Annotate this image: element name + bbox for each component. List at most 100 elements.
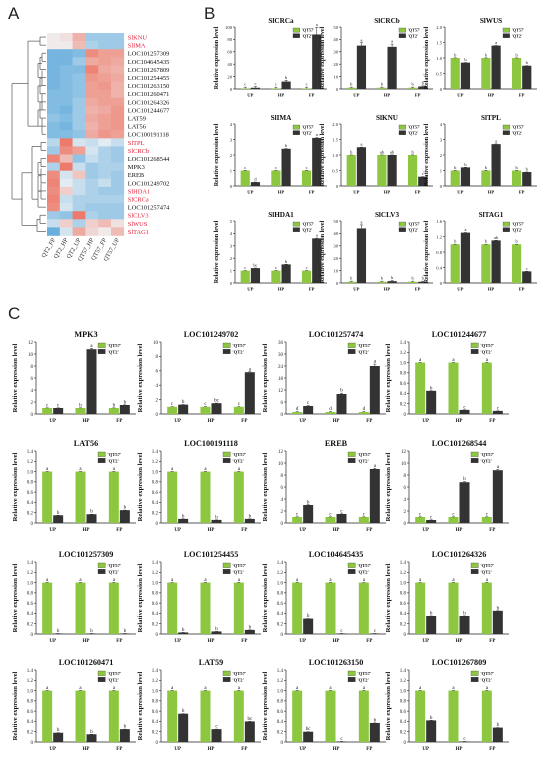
x-tick-label: UP: [49, 528, 56, 533]
y-axis-label: Relative expression level: [320, 26, 326, 89]
y-tick-label: 2: [281, 510, 284, 515]
heatmap-cell: [59, 219, 73, 228]
significance-letter: c: [215, 725, 218, 730]
legend-label: 'QT57': [107, 343, 121, 348]
bar-chart-C16: 0 0.2 0.4 0.6 0.8 1.0 1.2 1.4 Relative expressio…: [385, 658, 509, 752]
legend-swatch: [97, 569, 106, 574]
y-tick-label: 2: [440, 153, 443, 158]
heatmap-cell: [111, 89, 125, 99]
x-tick-label: HP: [83, 419, 90, 424]
y-tick-label: 4: [440, 122, 443, 127]
bar: [271, 170, 281, 186]
significance-letter: a: [296, 578, 299, 583]
bar-chart-C6: 0 0.2 0.4 0.6 0.8 1.0 1.2 1.4 Relative expressio…: [137, 439, 261, 533]
y-tick-label: 0: [281, 522, 284, 527]
y-tick-label: 0.2: [152, 731, 159, 736]
significance-letter: a: [204, 686, 207, 691]
y-tick-label: 1.2: [400, 679, 407, 684]
heatmap-cell: [111, 227, 125, 236]
y-tick-label: 20: [333, 62, 338, 67]
y-tick-label: 0.2: [400, 403, 407, 408]
bar: [301, 88, 312, 89]
significance-letter: b: [463, 477, 466, 482]
heatmap-cell: [59, 146, 73, 155]
legend-label: 'QT57': [232, 563, 246, 568]
significance-letter: b: [113, 403, 116, 408]
significance-letter: b: [350, 276, 353, 281]
y-axis-label: Relative expression level: [12, 452, 19, 521]
significance-letter: b: [422, 276, 425, 281]
y-tick-label: 0.2: [152, 512, 159, 517]
y-tick-label: 0.6: [27, 602, 34, 607]
x-tick-label: HP: [384, 93, 391, 98]
significance-letter: b: [430, 611, 433, 616]
legend-swatch: [97, 677, 106, 682]
y-tick-label: 3: [440, 137, 443, 142]
significance-letter: a: [495, 138, 497, 143]
legend-swatch: [470, 677, 479, 682]
significance-letter: c: [46, 403, 49, 408]
y-tick-label: 1.5: [332, 137, 338, 142]
x-tick-label: UP: [422, 639, 429, 644]
panel-label-b: B: [204, 4, 216, 23]
chart-title: LOC101257474: [309, 330, 364, 339]
legend-label: 'QT2': [512, 33, 522, 38]
y-tick-label: 0.8: [400, 700, 407, 705]
y-tick-label: 6: [281, 486, 284, 491]
bar-chart-C8: 0 2 4 6 8 10 12 Relative expression level LOC101…: [385, 439, 509, 533]
significance-letter: a: [316, 233, 318, 238]
significance-letter: a: [452, 578, 455, 583]
legend-swatch: [502, 130, 510, 135]
bar: [481, 690, 492, 742]
heatmap-cell: [47, 146, 61, 155]
heatmap-cell: [85, 41, 99, 50]
legend-swatch: [222, 349, 231, 354]
x-tick-label: FP: [241, 528, 247, 533]
y-tick-label: 0.8: [27, 481, 34, 486]
significance-letter: c: [275, 265, 277, 270]
heatmap-cell: [85, 105, 99, 115]
significance-letter: c: [374, 629, 377, 634]
legend-label: 'QT2': [357, 458, 369, 463]
y-tick-label: 20: [333, 256, 338, 261]
y-tick-label: 0.6: [27, 710, 34, 715]
y-tick-label: 0.4: [152, 720, 159, 725]
bar: [481, 170, 491, 186]
heatmap-cell: [47, 211, 61, 220]
significance-letter: a: [419, 358, 422, 363]
bar: [426, 720, 437, 742]
bar: [178, 632, 189, 634]
legend-label: 'QT2': [480, 349, 492, 354]
heatmap-cell: [111, 73, 125, 82]
heatmap-cell: [111, 195, 125, 204]
bar: [42, 582, 53, 634]
y-tick-label: 4: [281, 498, 284, 503]
heatmap-cell: [98, 57, 112, 66]
heatmap-cell: [59, 186, 73, 196]
y-tick-label: 1.4: [277, 669, 284, 674]
bar: [450, 170, 460, 186]
y-tick-label: 1.4: [152, 669, 159, 674]
heatmap-row-label: LOC101263150: [128, 83, 170, 90]
bar: [250, 182, 261, 186]
chart-title: LOC101249702: [184, 330, 239, 339]
y-axis-label: Relative expression level: [12, 671, 19, 740]
x-tick-label: HP: [83, 528, 90, 533]
y-tick-label: 0.4: [400, 612, 407, 617]
legend-label: 'QT57': [232, 671, 246, 676]
bar: [448, 690, 459, 742]
y-tick-label: 0: [404, 413, 407, 418]
heatmap-cell: [111, 49, 125, 58]
y-tick-label: 0.6: [152, 602, 159, 607]
bar: [240, 88, 250, 89]
significance-letter: b: [374, 718, 377, 723]
significance-letter: a: [46, 686, 49, 691]
bar: [281, 148, 291, 186]
legend-label: 'QT57': [512, 125, 525, 130]
significance-letter: b: [124, 725, 127, 730]
significance-letter: b: [411, 276, 414, 281]
y-tick-label: 2: [230, 256, 233, 261]
heatmap-cell: [111, 170, 125, 180]
significance-letter: b: [249, 514, 252, 519]
y-tick-label: 60: [227, 50, 232, 55]
